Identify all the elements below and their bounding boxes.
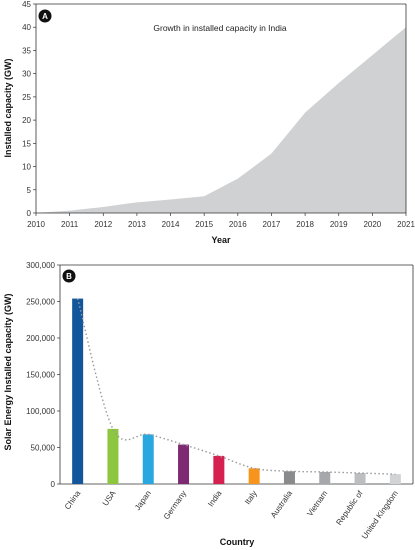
panel-b: 0 50,000 100,000 150,000 200,000 250,000 300,0… (3, 261, 414, 547)
bar-republic-of (354, 473, 366, 484)
bar-italy (248, 468, 260, 484)
x-tick-label: United Kingdom (360, 489, 400, 541)
x-tick-label: Australia (269, 489, 295, 520)
x-tick-label: USA (101, 488, 118, 507)
panel-b-y-ticks: 0 50,000 100,000 150,000 200,000 250,000 300,0… (26, 261, 60, 489)
y-tick-label: 100,000 (26, 407, 55, 416)
panel-b-bars (72, 298, 401, 484)
x-tick-label: Japan (133, 489, 153, 512)
panel-b-x-axis-title: Country (220, 537, 255, 547)
x-tick-label: 2017 (263, 220, 281, 229)
x-tick-label: 2020 (363, 220, 381, 229)
y-tick-label: 10 (22, 163, 31, 172)
panel-a: 2010 2011 2012 2013 2014 2015 2016 2017 2018 2019… (3, 0, 415, 245)
y-tick-label: 35 (22, 46, 31, 55)
bar-usa (107, 428, 119, 484)
y-tick-label: 15 (22, 139, 31, 148)
panel-a-x-axis-title: Year (211, 235, 231, 245)
panel-a-title: Growth in installed capacity in India (153, 23, 287, 33)
y-tick-label: 5 (27, 186, 32, 195)
y-tick-label: 30 (22, 70, 31, 79)
x-tick-label: China (63, 489, 83, 512)
bar-japan (142, 434, 154, 484)
area-series-india-capacity (36, 27, 406, 213)
y-tick-label: 25 (22, 93, 31, 102)
bar-india (213, 455, 225, 484)
x-tick-label: 2011 (61, 220, 79, 229)
x-tick-label: 2014 (162, 220, 180, 229)
x-tick-label: 2013 (128, 220, 146, 229)
y-tick-label: 20 (22, 116, 31, 125)
y-tick-label: 300,000 (26, 261, 55, 270)
y-tick-label: 45 (22, 0, 31, 9)
x-tick-label: 2012 (94, 220, 112, 229)
x-tick-label: Vietnam (305, 489, 329, 518)
x-tick-label: Germany (162, 489, 188, 521)
panel-b-badge-label: B (66, 272, 72, 281)
bar-china (72, 298, 84, 484)
y-tick-label: 0 (51, 480, 56, 489)
bar-united-kingdom (389, 474, 401, 484)
bar-germany (178, 444, 190, 484)
panel-b-badge (62, 269, 76, 283)
x-tick-label: 2019 (330, 220, 348, 229)
panel-a-badge-label: A (42, 12, 48, 21)
panel-b-x-ticks: China USA Japan Germany India Italy Australia V… (63, 488, 400, 540)
x-tick-label: 2016 (229, 220, 247, 229)
x-tick-label: 2018 (296, 220, 314, 229)
panel-b-trend-line (76, 298, 396, 475)
y-tick-label: 40 (22, 23, 31, 32)
y-tick-label: 150,000 (26, 371, 55, 380)
y-tick-label: 250,000 (26, 298, 55, 307)
x-tick-label: India (206, 489, 224, 509)
panel-a-badge (38, 9, 52, 23)
bar-australia (283, 471, 295, 484)
bar-vietnam (319, 471, 331, 484)
y-tick-label: 200,000 (26, 334, 55, 343)
y-tick-label: 50,000 (31, 444, 56, 453)
y-tick-label: 0 (27, 209, 32, 218)
panel-a-y-ticks: 0 5 10 15 20 25 30 35 40 45 (22, 0, 36, 218)
x-tick-label: Republic of (334, 488, 365, 527)
x-tick-label: 2015 (195, 220, 213, 229)
panel-b-y-axis-title: Solar Energy Installed capacity (GW) (3, 293, 13, 450)
panel-a-x-ticks: 2010 2011 2012 2013 2014 2015 2016 2017 2018 2019… (27, 213, 415, 229)
x-tick-label: Italy (243, 489, 259, 506)
x-tick-label: 2021 (397, 220, 415, 229)
panel-a-y-axis-title: Installed capacity (GW) (3, 58, 13, 157)
x-tick-label: 2010 (27, 220, 45, 229)
